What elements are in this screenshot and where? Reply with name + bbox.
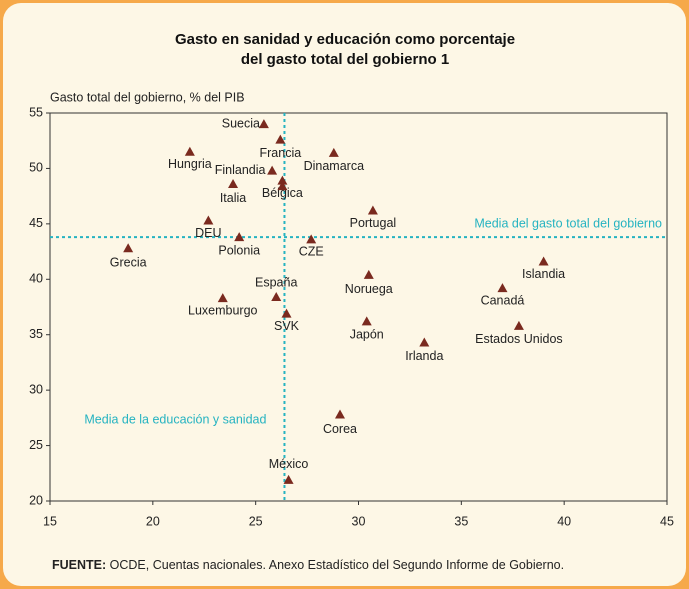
point (361, 316, 372, 326)
point-label: Islandia (522, 267, 565, 281)
point-label: Portugal (350, 216, 397, 230)
chart-title: del gasto total del gobierno 1 (241, 51, 449, 68)
x-tick-label: 45 (660, 514, 674, 528)
x-tick-label: 20 (146, 514, 160, 528)
chart-title: Gasto en sanidad y educación como porcen… (175, 31, 515, 48)
source-text: OCDE, Cuentas nacionales. Anexo Estadíst… (110, 558, 564, 572)
y-tick-label: 45 (29, 216, 43, 230)
y-axis-title: Gasto total del gobierno, % del PIB (50, 90, 245, 104)
point-label: Japón (350, 328, 384, 342)
point (538, 256, 549, 266)
x-tick-label: 30 (352, 514, 366, 528)
point-label: DEU (195, 226, 221, 240)
reference-label: Media de la educación y sanidad (84, 412, 266, 426)
y-tick-label: 40 (29, 272, 43, 286)
point (497, 283, 508, 293)
point (228, 178, 239, 188)
point (281, 308, 292, 318)
point-label: Grecia (110, 256, 147, 270)
point-label: Irlanda (405, 349, 443, 363)
point-label: Estados Unidos (475, 332, 563, 346)
x-tick-label: 25 (249, 514, 263, 528)
y-tick-label: 55 (29, 105, 43, 119)
point (306, 234, 317, 244)
point-label: Noruega (345, 282, 393, 296)
point-label: Bélgica (262, 186, 303, 200)
y-tick-label: 25 (29, 438, 43, 452)
point (363, 269, 374, 279)
point-label: Dinamarca (304, 159, 364, 173)
point (275, 134, 286, 144)
source: FUENTE: OCDE, Cuentas nacionales. Anexo … (52, 558, 564, 572)
point-label: SVK (274, 319, 300, 333)
reference-label: Media del gasto total del gobierno (474, 216, 662, 230)
point (267, 165, 278, 175)
point (283, 474, 294, 484)
point-label: Canadá (481, 293, 525, 307)
point (123, 243, 134, 253)
point (271, 292, 282, 302)
point (419, 337, 430, 347)
point (217, 293, 228, 303)
point (277, 181, 288, 191)
x-tick-label: 15 (43, 514, 57, 528)
point-label: España (255, 275, 297, 289)
point-label: Italia (220, 191, 246, 205)
point (203, 215, 214, 225)
point-label: Hungria (168, 157, 212, 171)
point (367, 205, 378, 215)
point-label: CZE (299, 245, 324, 259)
point-label: Francia (260, 146, 302, 160)
point (334, 409, 345, 419)
point (258, 119, 269, 129)
panel (3, 3, 686, 586)
point-label: Finlandia (215, 163, 266, 177)
point-label: México (269, 457, 309, 471)
source-label: FUENTE: (52, 558, 106, 572)
point (328, 147, 339, 157)
point (184, 146, 195, 156)
y-tick-label: 30 (29, 382, 43, 396)
point-label: Luxemburgo (188, 303, 258, 317)
point-label: Suecia (222, 116, 260, 130)
y-tick-label: 50 (29, 161, 43, 175)
point-label: Polonia (218, 243, 260, 257)
x-tick-label: 35 (454, 514, 468, 528)
point (234, 232, 245, 242)
y-tick-label: 20 (29, 493, 43, 507)
point-label: Corea (323, 422, 357, 436)
y-tick-label: 35 (29, 327, 43, 341)
point (277, 175, 288, 185)
point (513, 320, 524, 330)
x-tick-label: 40 (557, 514, 571, 528)
